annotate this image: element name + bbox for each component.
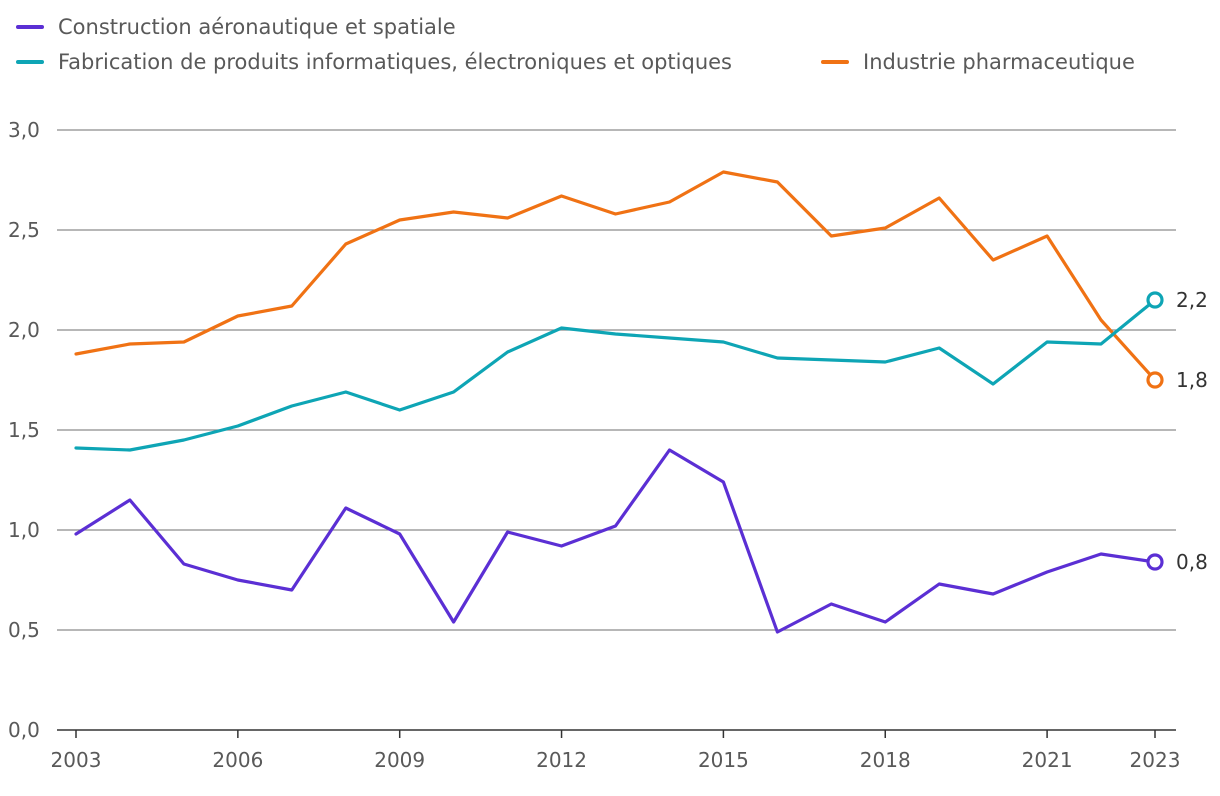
x-tick-label-3: 2012: [536, 748, 587, 772]
y-tick-label-4: 2,0: [8, 318, 40, 342]
legend-label-1: Construction aéronautique et spatiale: [58, 15, 456, 39]
end-label-3: 1,8: [1176, 368, 1208, 392]
x-tick-label-5: 2018: [860, 748, 911, 772]
y-tick-label-5: 2,5: [8, 218, 40, 242]
legend-label-2: Fabrication de produits informatiques, é…: [58, 50, 732, 74]
end-label-2: 2,2: [1176, 288, 1208, 312]
x-tick-label-0: 2003: [51, 748, 102, 772]
legend-label-3: Industrie pharmaceutique: [863, 50, 1135, 74]
x-tick-label-1: 2006: [212, 748, 263, 772]
y-tick-label-0: 0,0: [8, 718, 40, 742]
series-lines: [74, 170, 1157, 634]
end-label-1: 0,8: [1176, 550, 1208, 574]
y-axis: 0,0 0,5 1,0 1,5 2,0 2,5 3,0: [8, 118, 40, 742]
y-tick-label-6: 3,0: [8, 118, 40, 142]
end-marker-3: [1146, 371, 1164, 389]
x-tick-label-4: 2015: [698, 748, 749, 772]
x-tick-label-6: 2021: [1022, 748, 1073, 772]
y-tick-label-2: 1,0: [8, 518, 40, 542]
x-tick-label-2: 2009: [374, 748, 425, 772]
series-line-2: [74, 298, 1157, 452]
end-marker-1: [1146, 553, 1164, 571]
end-labels: 0,8 2,2 1,8: [1146, 288, 1208, 574]
x-tick-label-7: 2023: [1130, 748, 1181, 772]
series-line-3: [74, 170, 1157, 382]
end-marker-2: [1146, 291, 1164, 309]
y-tick-label-3: 1,5: [8, 418, 40, 442]
series-line-1: [74, 448, 1157, 634]
x-axis: 2003 2006 2009 2012 2015 2018 2021 2023: [51, 730, 1181, 772]
y-tick-label-1: 0,5: [8, 618, 40, 642]
legend: Construction aéronautique et spatiale Fab…: [16, 15, 1135, 74]
gridlines: [57, 129, 1176, 731]
